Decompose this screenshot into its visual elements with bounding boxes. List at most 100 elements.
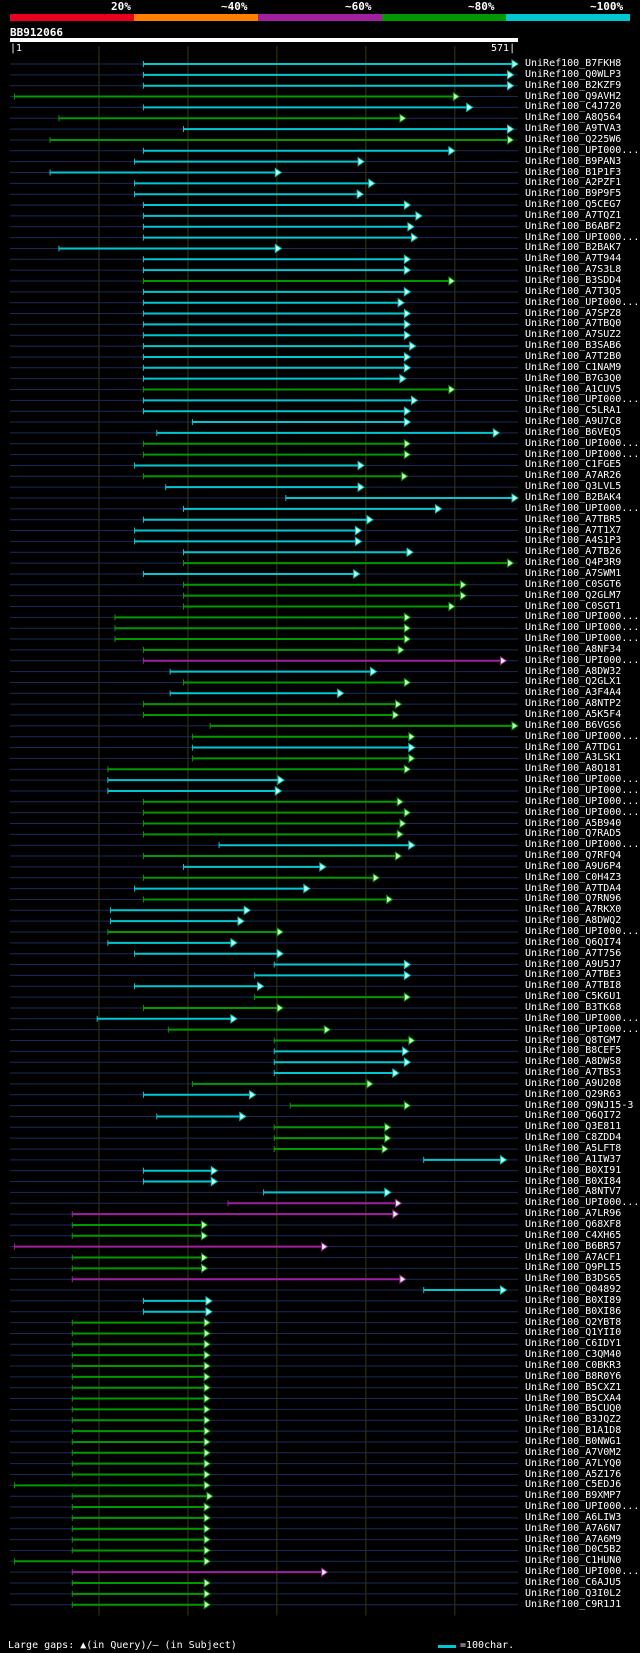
hit-label[interactable]: UniRef100_UPI000... xyxy=(525,774,640,786)
hit-label[interactable]: UniRef100_Q9PLI5 xyxy=(525,1262,622,1274)
hit-label[interactable]: UniRef100_A8NTP2 xyxy=(525,698,622,710)
hit-label[interactable]: UniRef100_A5B940 xyxy=(525,817,622,829)
hit-label[interactable]: UniRef100_C3QM40 xyxy=(525,1349,622,1361)
hit-label[interactable]: UniRef100_A8DWQ2 xyxy=(525,915,622,927)
hit-label[interactable]: UniRef100_A3LSK1 xyxy=(525,752,622,764)
hit-label[interactable]: UniRef100_UPI000... xyxy=(525,654,640,666)
hit-label[interactable]: UniRef100_UPI000... xyxy=(525,839,640,851)
hit-label[interactable]: UniRef100_B0XI89 xyxy=(525,1294,622,1306)
hit-label[interactable]: UniRef100_C6AJU5 xyxy=(525,1577,622,1588)
hit-label[interactable]: UniRef100_A7TDG1 xyxy=(525,741,622,753)
hit-label[interactable]: UniRef100_A7A6M9 xyxy=(525,1533,622,1545)
hit-label[interactable]: UniRef100_A7T756 xyxy=(525,947,622,959)
hit-label[interactable]: UniRef100_Q2YBT8 xyxy=(525,1316,622,1328)
hit-label[interactable]: UniRef100_A7TBQ0 xyxy=(525,318,622,330)
hit-label[interactable]: UniRef100_B0XI91 xyxy=(525,1164,622,1176)
hit-label[interactable]: UniRef100_B3SAB6 xyxy=(525,340,622,352)
hit-label[interactable]: UniRef100_A7V0M2 xyxy=(525,1446,622,1458)
hit-label[interactable]: UniRef100_Q8TGM7 xyxy=(525,1034,622,1046)
hit-label[interactable]: UniRef100_A9U5J7 xyxy=(525,958,622,970)
hit-label[interactable]: UniRef100_A7AR26 xyxy=(525,470,622,482)
hit-label[interactable]: UniRef100_UPI000... xyxy=(525,784,640,796)
hit-label[interactable]: UniRef100_A8DW32 xyxy=(525,665,622,677)
hit-label[interactable]: UniRef100_B5CXA4 xyxy=(525,1392,622,1404)
hit-label[interactable]: UniRef100_A7S3L8 xyxy=(525,264,622,276)
hit-label[interactable]: UniRef100_B7G3Q0 xyxy=(525,372,622,384)
hit-label[interactable]: UniRef100_Q1YII0 xyxy=(525,1327,622,1339)
hit-label[interactable]: UniRef100_B2BAK7 xyxy=(525,242,622,254)
hit-label[interactable]: UniRef100_B2BAK4 xyxy=(525,492,622,503)
hit-label[interactable]: UniRef100_A9U7C8 xyxy=(525,416,622,428)
hit-label[interactable]: UniRef100_C1FGE5 xyxy=(525,459,622,471)
hit-label[interactable]: UniRef100_C0BKR3 xyxy=(525,1360,622,1371)
hit-label[interactable]: UniRef100_C6IDY1 xyxy=(525,1338,622,1350)
hit-label[interactable]: UniRef100_A7TDA4 xyxy=(525,882,622,894)
hit-label[interactable]: UniRef100_Q3E811 xyxy=(525,1121,622,1133)
hit-label[interactable]: UniRef100_Q9NJ15-3 xyxy=(525,1099,634,1111)
hit-label[interactable]: UniRef100_A7ACF1 xyxy=(525,1251,622,1263)
hit-label[interactable]: UniRef100_UPI000... xyxy=(525,231,640,243)
hit-label[interactable]: UniRef100_Q6QI74 xyxy=(525,936,622,948)
hit-label[interactable]: UniRef100_B6VGS6 xyxy=(525,719,622,731)
hit-label[interactable]: UniRef100_B8CEF5 xyxy=(525,1045,622,1057)
hit-label[interactable]: UniRef100_B6BR57 xyxy=(525,1240,622,1252)
hit-label[interactable]: UniRef100_A7T1X7 xyxy=(525,524,622,536)
hit-label[interactable]: UniRef100_B2KZF9 xyxy=(525,79,622,91)
hit-label[interactable]: UniRef100_UPI000... xyxy=(525,437,640,449)
hit-label[interactable]: UniRef100_C4XH65 xyxy=(525,1229,622,1241)
hit-label[interactable]: UniRef100_UPI000... xyxy=(525,448,640,460)
hit-label[interactable]: UniRef100_C0SGT6 xyxy=(525,578,622,590)
hit-label[interactable]: UniRef100_C1HUN0 xyxy=(525,1555,622,1567)
hit-label[interactable]: UniRef100_UPI000... xyxy=(525,1023,640,1035)
hit-label[interactable]: UniRef100_C5LRA1 xyxy=(525,405,622,417)
hit-label[interactable]: UniRef100_A7TBR5 xyxy=(525,513,622,525)
hit-label[interactable]: UniRef100_B0XI86 xyxy=(525,1305,622,1317)
hit-label[interactable]: UniRef100_B5CXZ1 xyxy=(525,1381,622,1393)
hit-label[interactable]: UniRef100_B9PAN3 xyxy=(525,155,622,167)
hit-label[interactable]: UniRef100_C0H4Z3 xyxy=(525,871,622,883)
hit-label[interactable]: UniRef100_A7LR96 xyxy=(525,1208,622,1220)
hit-label[interactable]: UniRef100_A1CUV5 xyxy=(525,383,622,395)
hit-label[interactable]: UniRef100_Q2GLM7 xyxy=(525,589,622,601)
hit-label[interactable]: UniRef100_A7TBI8 xyxy=(525,980,622,992)
hit-label[interactable]: UniRef100_UPI000... xyxy=(525,622,640,634)
hit-label[interactable]: UniRef100_A7SWM1 xyxy=(525,567,622,579)
hit-label[interactable]: UniRef100_UPI000... xyxy=(525,730,640,742)
hit-label[interactable]: UniRef100_A7A6N7 xyxy=(525,1522,622,1534)
hit-label[interactable]: UniRef100_A9U6P4 xyxy=(525,860,622,872)
hit-label[interactable]: UniRef100_A7T944 xyxy=(525,253,622,265)
hit-label[interactable]: UniRef100_Q04892 xyxy=(525,1284,622,1296)
hit-label[interactable]: UniRef100_B5CUQ0 xyxy=(525,1403,622,1415)
hit-label[interactable]: UniRef100_B0XI84 xyxy=(525,1175,622,1187)
hit-label[interactable]: UniRef100_A7SUZ2 xyxy=(525,329,622,341)
hit-label[interactable]: UniRef100_UPI000... xyxy=(525,502,640,514)
hit-label[interactable]: UniRef100_UPI000... xyxy=(525,394,640,406)
hit-label[interactable]: UniRef100_B3SDD4 xyxy=(525,275,622,286)
hit-label[interactable]: UniRef100_A8Q564 xyxy=(525,112,622,124)
hit-label[interactable]: UniRef100_A7SPZ8 xyxy=(525,307,622,319)
hit-label[interactable]: UniRef100_A8NF34 xyxy=(525,643,622,655)
hit-label[interactable]: UniRef100_B9P9F5 xyxy=(525,188,622,200)
hit-label[interactable]: UniRef100_A7TBE3 xyxy=(525,969,622,981)
hit-label[interactable]: UniRef100_C0SGT1 xyxy=(525,600,622,612)
hit-label[interactable]: UniRef100_B3TK68 xyxy=(525,1001,622,1013)
hit-label[interactable]: UniRef100_C4J720 xyxy=(525,101,622,113)
hit-label[interactable]: UniRef100_C5K6U1 xyxy=(525,991,622,1003)
hit-label[interactable]: UniRef100_Q2GLX1 xyxy=(525,676,622,688)
hit-label[interactable]: UniRef100_B6ABF2 xyxy=(525,220,622,232)
hit-label[interactable]: UniRef100_UPI000... xyxy=(525,1197,640,1209)
hit-label[interactable]: UniRef100_Q5CEG7 xyxy=(525,199,622,211)
hit-label[interactable]: UniRef100_UPI000... xyxy=(525,806,640,818)
hit-label[interactable]: UniRef100_B1A1D8 xyxy=(525,1425,622,1437)
hit-label[interactable]: UniRef100_A7LYQ0 xyxy=(525,1457,622,1469)
hit-label[interactable]: UniRef100_A4S1P3 xyxy=(525,535,622,547)
hit-label[interactable]: UniRef100_Q29R63 xyxy=(525,1088,622,1100)
hit-label[interactable]: UniRef100_Q68XF8 xyxy=(525,1218,622,1230)
hit-label[interactable]: UniRef100_C5EDJ6 xyxy=(525,1479,622,1491)
hit-label[interactable]: UniRef100_Q7RAD5 xyxy=(525,828,622,840)
hit-label[interactable]: UniRef100_B3JQZ2 xyxy=(525,1414,622,1426)
hit-label[interactable]: UniRef100_UPI000... xyxy=(525,633,640,645)
hit-label[interactable]: UniRef100_UPI000... xyxy=(525,795,640,807)
hit-label[interactable]: UniRef100_UPI000... xyxy=(525,144,640,156)
hit-label[interactable]: UniRef100_Q4P3R9 xyxy=(525,557,622,569)
